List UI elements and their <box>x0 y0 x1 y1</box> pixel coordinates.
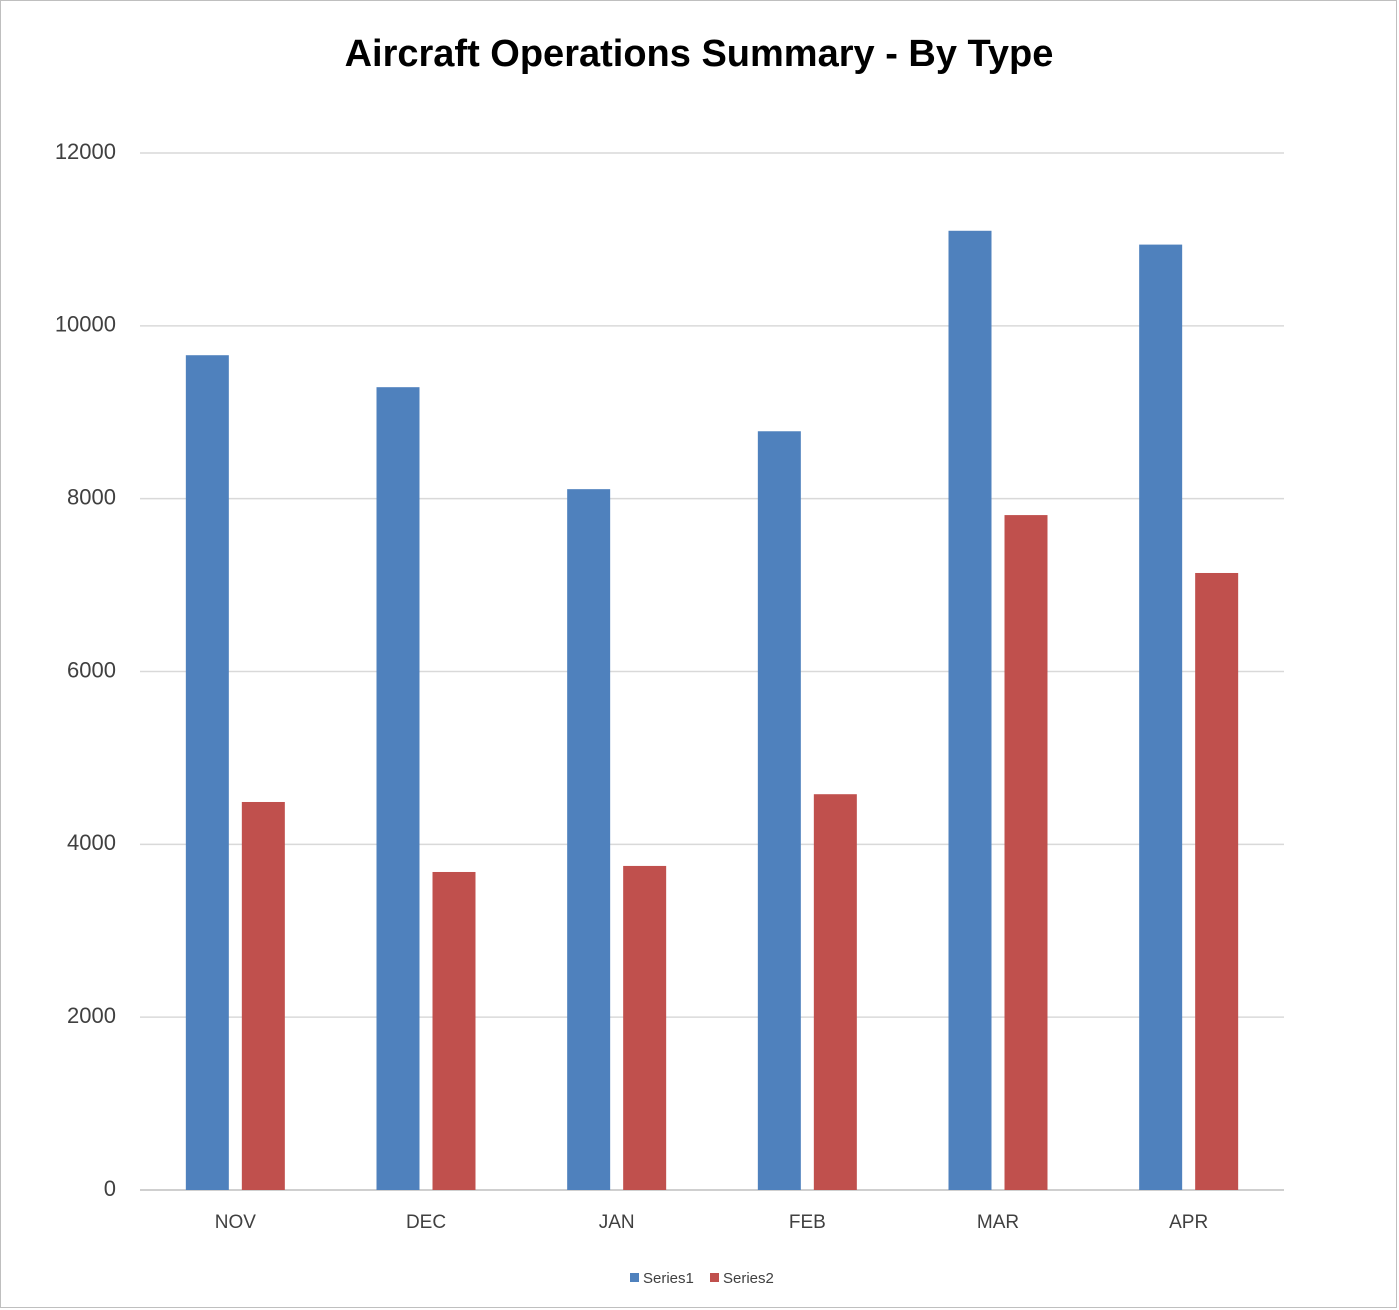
y-tick-label: 0 <box>104 1176 116 1201</box>
y-tick-label: 12000 <box>55 139 116 164</box>
bar <box>1004 515 1048 1190</box>
bar <box>241 801 285 1190</box>
bar <box>813 794 857 1190</box>
bar <box>432 871 476 1190</box>
bar <box>185 355 229 1191</box>
bar <box>1195 572 1239 1190</box>
y-tick-label: 6000 <box>67 657 116 682</box>
y-tick-label: 10000 <box>55 312 116 337</box>
x-tick-label: APR <box>1169 1212 1208 1233</box>
legend-swatch <box>710 1273 719 1282</box>
bar <box>757 431 801 1190</box>
bar <box>1139 244 1183 1190</box>
bar <box>623 865 667 1190</box>
legend-swatch <box>630 1273 639 1282</box>
chart-title: Aircraft Operations Summary - By Type <box>345 33 1054 75</box>
x-tick-label: NOV <box>215 1212 257 1233</box>
bar <box>567 489 611 1190</box>
y-tick-label: 4000 <box>67 830 116 855</box>
y-tick-label: 8000 <box>67 484 116 509</box>
legend-label: Series1 <box>643 1270 694 1287</box>
bar <box>948 230 992 1190</box>
legend-label: Series2 <box>723 1270 774 1287</box>
x-tick-label: JAN <box>599 1212 635 1233</box>
y-tick-label: 2000 <box>67 1003 116 1028</box>
x-tick-label: FEB <box>789 1212 826 1233</box>
bar <box>376 387 420 1190</box>
x-tick-label: DEC <box>406 1212 446 1233</box>
x-tick-label: MAR <box>977 1212 1019 1233</box>
